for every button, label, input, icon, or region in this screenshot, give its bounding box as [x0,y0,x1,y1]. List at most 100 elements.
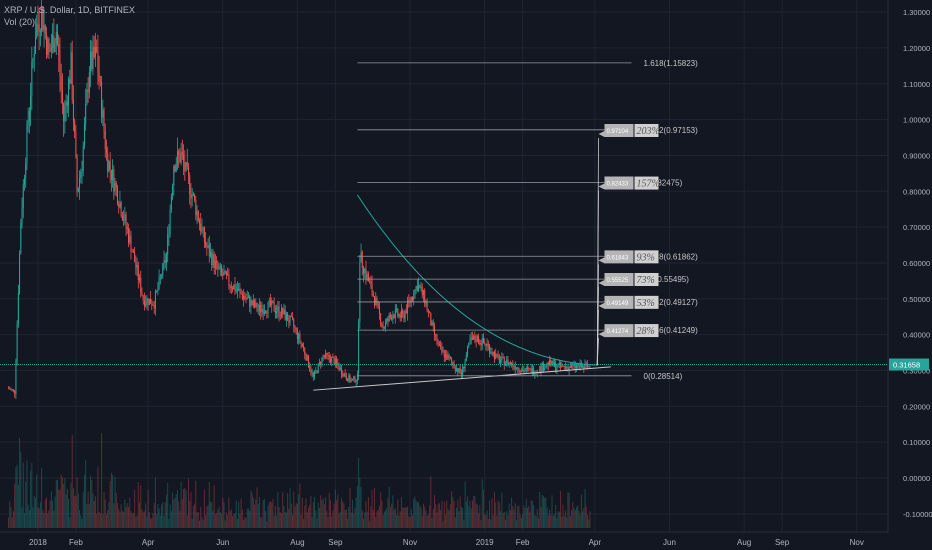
volume-bar [271,502,273,528]
candle-body [60,76,62,90]
volume-bar [254,504,256,528]
volume-bar [34,498,36,528]
volume-bar [87,491,89,528]
candle-body [398,314,400,316]
candle-body [74,121,76,134]
candle-body [227,274,229,276]
volume-bar [451,491,453,528]
volume-bar [393,509,395,528]
x-tick-label: Nov [850,538,864,547]
target-pct-label: 157% [636,179,659,190]
candle-body [325,352,327,357]
triangle-upper-trendline [356,194,598,366]
candle-body [191,194,193,198]
candle-body [293,319,295,327]
candle-body [467,346,469,355]
volume-bar [134,489,136,528]
volume-bar [55,480,57,528]
volume-bar [331,516,333,528]
volume-bar [522,514,524,528]
candle-body [116,187,118,205]
candle-body [399,314,401,318]
candle-body [589,366,591,368]
volume-bar [354,508,356,528]
candle-body [506,359,508,364]
candle-body [392,314,394,320]
candle-body [524,370,526,372]
volume-bar [550,514,552,528]
volume-bar [306,512,308,528]
volume-bar [383,511,385,528]
candle-body [542,363,544,371]
volume-bar [165,494,167,528]
candle-body [153,305,155,309]
candle-body [246,298,248,300]
volume-bar [402,507,404,528]
candle-body [474,336,476,341]
fib-level-label: 0.382(0.49127) [644,298,699,307]
candle-body [385,322,387,328]
candle-body [446,354,448,360]
candle-body [58,44,60,55]
volume-bar [337,494,339,528]
volume-bar [531,500,533,528]
y-tick-label: 0.20000 [903,402,930,411]
candle-body [354,376,356,383]
candle-body [369,281,371,282]
candle-body [503,357,505,366]
volume-bar [513,509,515,528]
candle-body [15,360,17,394]
candle-body [356,374,358,381]
x-tick-label: Nov [403,538,417,547]
candle-body [431,322,433,326]
candle-body [376,298,378,302]
volume-bar [463,519,465,528]
volume-bar [27,504,29,528]
candle-body [8,388,10,390]
volume-bar [557,511,559,528]
volume-bar [361,510,363,528]
volume-bar [456,508,458,528]
candle-body [36,23,38,38]
candle-body [456,368,458,371]
candle-body [316,370,318,373]
candle-body [419,285,421,288]
candle-body [550,359,552,366]
candle-body [411,297,413,300]
candle-body [261,308,263,313]
volume-bar [579,514,581,528]
volume-bar [535,516,537,528]
volume-bar [12,511,14,528]
candle-body [469,340,471,343]
volume-bar [96,513,98,528]
volume-bar [366,511,368,528]
volume-bar [228,497,230,528]
volume-bar [392,495,394,528]
volume-bar [492,515,494,528]
volume-bar [49,500,51,528]
candle-body [353,376,355,379]
volume-bar [284,512,286,528]
volume-bar [321,500,323,528]
candle-body [343,373,345,377]
volume-bar [174,497,176,528]
volume-bar [504,519,506,528]
candle-body [249,296,251,307]
volume-bar [157,504,159,528]
candle-body [152,305,154,306]
candle-body [285,313,287,320]
candle-body [72,99,74,122]
volume-bar [197,512,199,528]
candle-body [219,266,221,269]
candle-body [205,241,207,247]
candle-body [178,151,180,155]
volume-bar [514,503,516,528]
volume-bar [344,510,346,528]
volume-bar [203,489,205,528]
candle-body [402,310,404,314]
candle-body [174,166,176,172]
volume-bar [102,514,104,528]
